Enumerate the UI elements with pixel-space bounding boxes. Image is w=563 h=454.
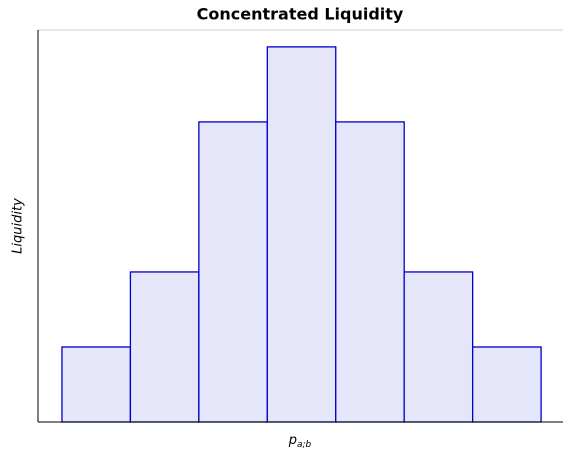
y-axis-label: Liquidity: [11, 198, 26, 254]
bar: [403, 271, 474, 423]
chart-title: Concentrated Liquidity: [197, 5, 404, 24]
bar: [335, 121, 405, 423]
bar: [198, 121, 268, 423]
bar: [471, 346, 542, 423]
x-label-subscript: a;b: [297, 440, 312, 450]
bar: [61, 346, 132, 423]
x-axis-label: pa;b: [288, 433, 312, 450]
bar: [266, 46, 337, 423]
x-label-base: p: [288, 433, 297, 448]
bar: [129, 271, 200, 423]
